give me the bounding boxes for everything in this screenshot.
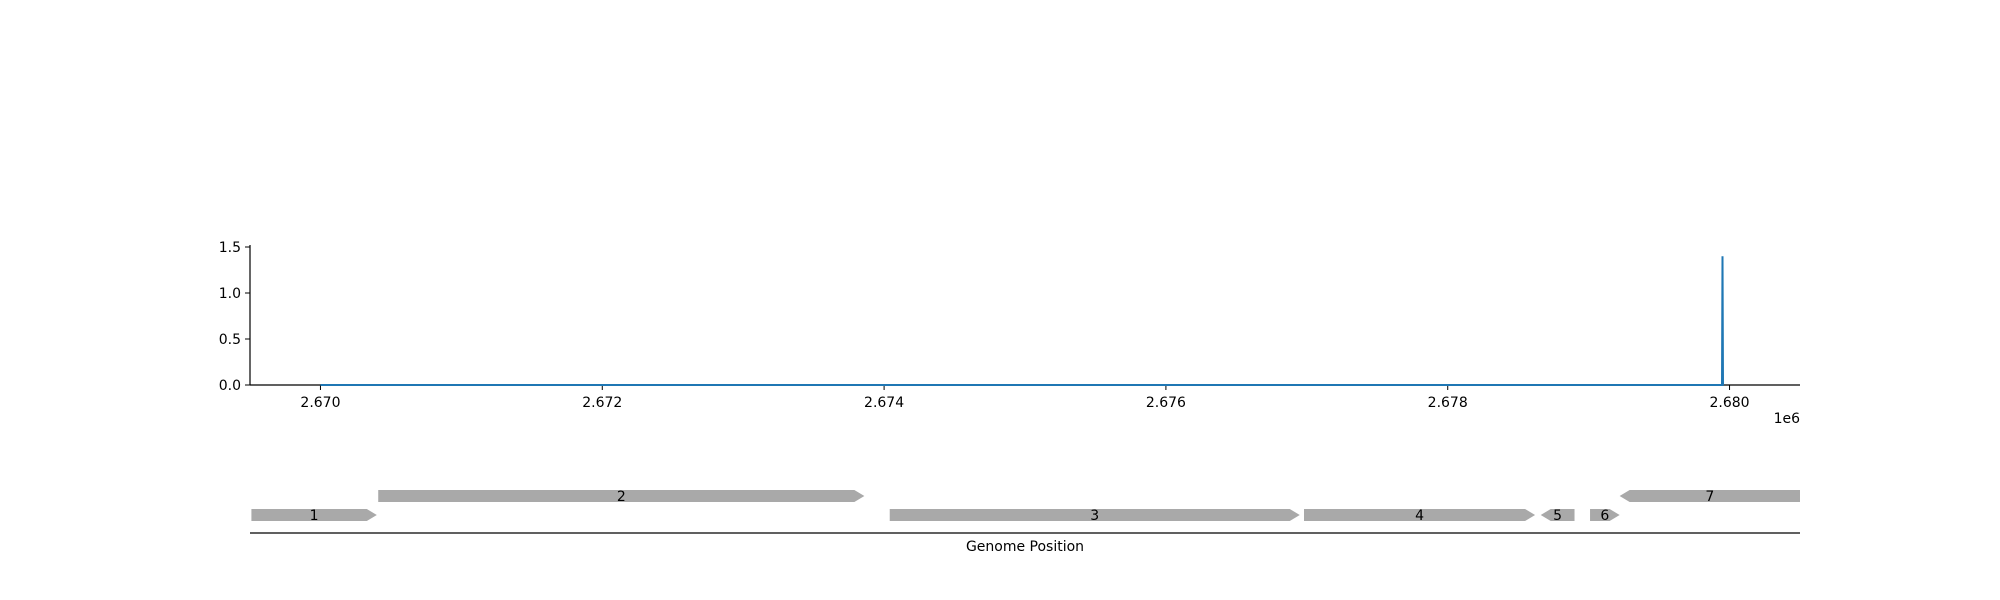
gene-track-xlabel: Genome Position [966, 539, 1084, 555]
gene-arrow [1540, 509, 1575, 521]
y-tick-label: 1.5 [219, 240, 241, 256]
gene-label: 4 [1415, 508, 1424, 524]
gene-arrow [378, 490, 865, 502]
coverage-plot: 2.670 2.672 2.674 2.676 2.678 2.680 0.0 0.5 1.0 1… [219, 240, 1800, 427]
gene-arrow [251, 509, 377, 521]
x-tick-label: 2.680 [1709, 395, 1749, 411]
gene-label: 7 [1705, 489, 1714, 505]
x-tick-label: 2.676 [1146, 395, 1186, 411]
x-tick-label: 2.672 [582, 395, 622, 411]
gene-arrow [1619, 490, 1800, 502]
gene-label: 6 [1600, 508, 1609, 524]
x-tick-label: 2.670 [300, 395, 340, 411]
gene-arrow [1304, 509, 1536, 521]
gene-label: 5 [1553, 508, 1562, 524]
y-tick-label: 0.5 [219, 332, 241, 348]
gene-track: Genome Position 1 2 3 4 5 6 7 [250, 489, 1800, 555]
gene-label: 3 [1090, 508, 1099, 524]
gene-label: 1 [310, 508, 319, 524]
y-tick-label: 0.0 [219, 378, 241, 394]
gene-label: 2 [617, 489, 626, 505]
x-offset-label: 1e6 [1774, 411, 1801, 427]
gene-arrow [1590, 509, 1620, 521]
gene-arrow [889, 509, 1300, 521]
coverage-series-line [320, 256, 1724, 386]
x-tick-label: 2.678 [1428, 395, 1468, 411]
x-tick-label: 2.674 [864, 395, 904, 411]
y-tick-label: 1.0 [219, 286, 241, 302]
